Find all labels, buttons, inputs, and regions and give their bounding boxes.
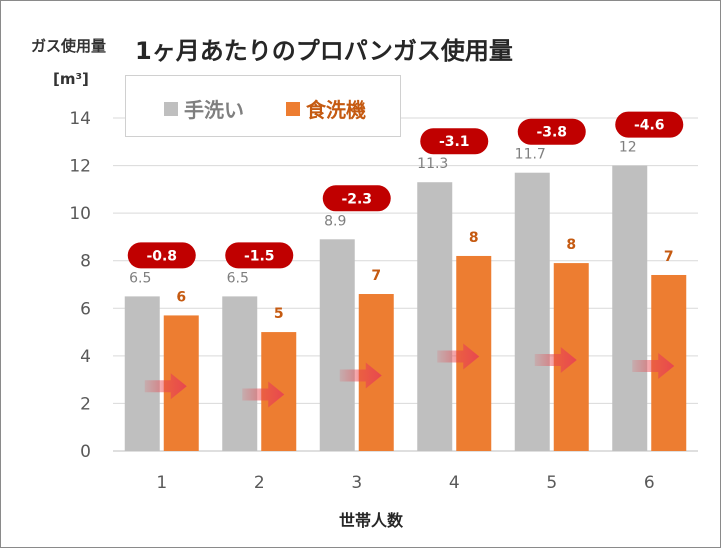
legend-swatch-dishwasher [286,101,300,116]
difference-badge [615,111,684,138]
y-tick-label: 4 [80,347,91,367]
data-label-handwash: 12 [619,140,637,156]
legend-label-dishwasher: 食洗機 [306,98,366,122]
x-tick-label: 5 [546,473,557,493]
legend-swatch-handwash [164,101,178,116]
difference-label: -0.8 [146,248,177,264]
x-tick-label: 1 [156,473,167,493]
difference-badge [517,118,586,145]
difference-label: -2.3 [341,191,372,207]
y-tick-label: 10 [69,204,91,224]
data-label-dishwasher: 7 [371,268,381,284]
difference-label: -1.5 [244,248,275,264]
data-label-handwash: 11.7 [515,147,546,163]
y-tick-label: 8 [80,252,91,272]
y-tick-label: 0 [80,442,91,462]
difference-badge [225,242,294,269]
y-tick-label: 14 [69,109,91,129]
data-label-dishwasher: 7 [664,249,674,265]
reduction-arrow-icon [437,343,480,370]
y-axis-unit: [m³] [53,70,89,88]
legend-item-handwash: 手洗い [164,94,244,123]
bar-handwash [612,165,648,452]
reduction-arrow-icon [534,347,577,374]
data-label-handwash: 8.9 [324,213,346,229]
y-tick-label: 6 [80,299,91,319]
bar-handwash [319,239,355,451]
difference-badge [322,185,391,212]
reduction-arrow-icon [144,373,187,400]
data-label-dishwasher: 8 [566,237,576,253]
x-tick-label: 2 [254,473,265,493]
y-tick-label: 2 [80,394,91,414]
difference-label: -3.1 [439,134,470,150]
data-label-dishwasher: 8 [469,230,479,246]
data-label-handwash: 6.5 [129,270,151,286]
bar-handwash [124,296,160,451]
legend-item-dishwasher: 食洗機 [286,94,366,123]
x-tick-label: 6 [644,473,655,493]
data-label-handwash: 6.5 [227,270,249,286]
difference-label: -4.6 [634,118,665,134]
reduction-arrow-icon [632,352,675,379]
data-label-dishwasher: 5 [274,306,284,322]
reduction-arrow-icon [339,362,382,389]
bar-handwash [514,172,550,451]
difference-badge [420,128,489,155]
bar-handwash [417,182,453,451]
bar-handwash [222,296,258,451]
legend: 手洗い 食洗機 [125,75,401,137]
y-tick-label: 12 [69,157,91,177]
x-tick-label: 4 [449,473,460,493]
data-label-dishwasher: 6 [176,289,186,305]
chart-title: 1ヶ月あたりのプロパンガス使用量 [135,37,513,65]
difference-badge [127,242,196,269]
x-axis-title: 世帯人数 [338,511,403,530]
data-label-handwash: 11.3 [417,156,448,172]
legend-label-handwash: 手洗い [184,98,244,122]
reduction-arrow-icon [242,381,285,408]
difference-label: -3.8 [536,125,567,141]
y-axis-title: ガス使用量 [31,37,107,55]
x-tick-label: 3 [351,473,362,493]
